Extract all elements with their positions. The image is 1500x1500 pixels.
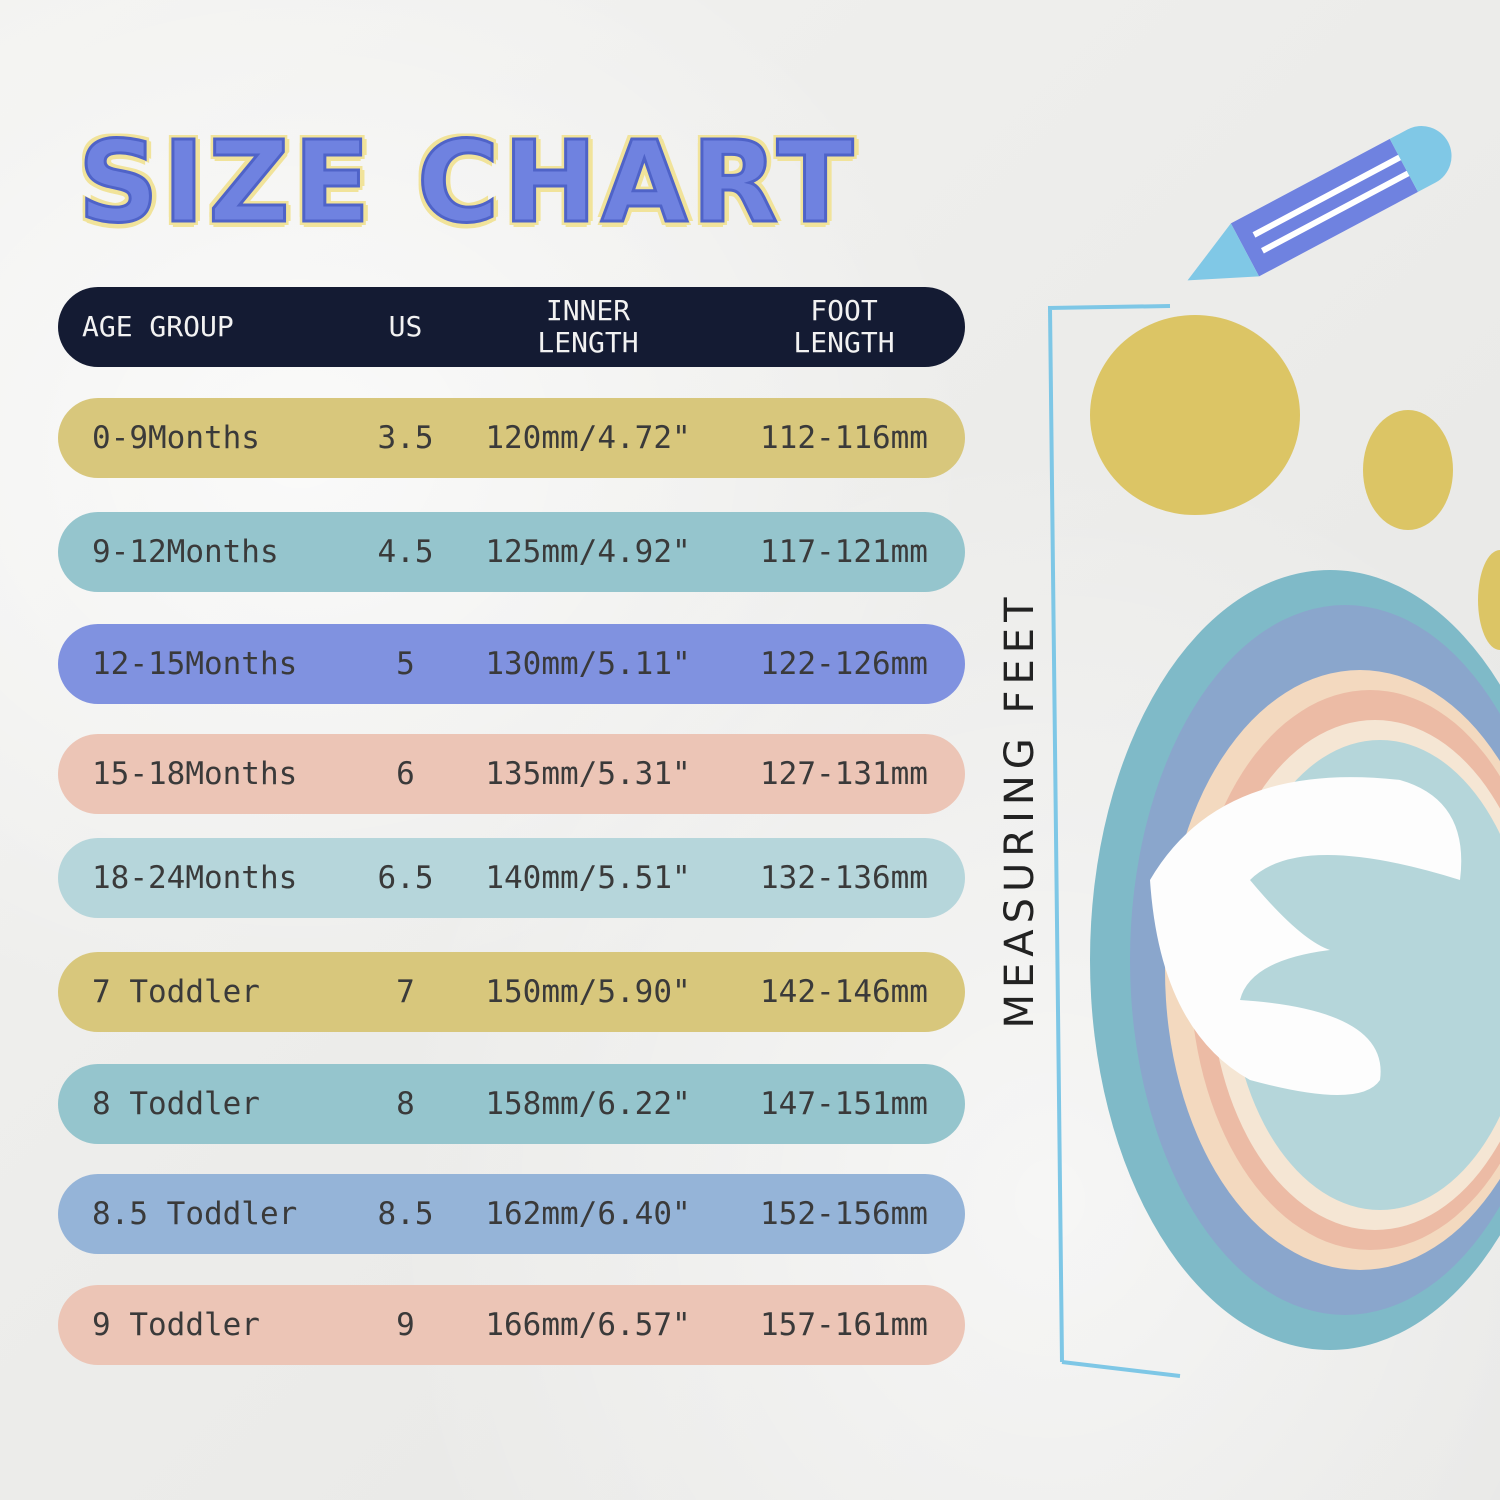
pencil-icon — [1187, 126, 1452, 281]
cell-inner-length: 125mm/4.92" — [485, 534, 691, 570]
header-us: US — [388, 310, 423, 343]
table-header: AGE GROUP US INNER LENGTH FOOT LENGTH — [58, 287, 965, 367]
cell-inner-length: 158mm/6.22" — [485, 1086, 691, 1122]
cell-age-group: 8.5 Toddler — [92, 1196, 298, 1232]
page-title: SIZE CHART — [76, 117, 858, 250]
cell-us: 9 — [396, 1307, 415, 1343]
cell-us: 6 — [396, 756, 415, 792]
cell-foot-length: 142-146mm — [760, 974, 928, 1010]
foot-sole-icon — [1090, 570, 1500, 1350]
cell-inner-length: 166mm/6.57" — [485, 1307, 691, 1343]
cell-foot-length: 152-156mm — [760, 1196, 928, 1232]
cell-us: 7 — [396, 974, 415, 1010]
cell-foot-length: 117-121mm — [760, 534, 928, 570]
cell-inner-length: 150mm/5.90" — [485, 974, 691, 1010]
cell-age-group: 9 Toddler — [92, 1307, 260, 1343]
table-row: 7 Toddler 7 150mm/5.90" 142-146mm — [58, 952, 965, 1032]
cell-age-group: 12-15Months — [92, 646, 298, 682]
cell-foot-length: 147-151mm — [760, 1086, 928, 1122]
cell-inner-length: 130mm/5.11" — [485, 646, 691, 682]
cell-age-group: 7 Toddler — [92, 974, 260, 1010]
cell-inner-length: 120mm/4.72" — [485, 420, 691, 456]
cell-age-group: 15-18Months — [92, 756, 298, 792]
cell-us: 5 — [396, 646, 415, 682]
table-row: 12-15Months 5 130mm/5.11" 122-126mm — [58, 624, 965, 704]
cell-foot-length: 122-126mm — [760, 646, 928, 682]
header-age-group: AGE GROUP — [82, 310, 234, 343]
measuring-feet-text: MEASURING FEET — [997, 591, 1043, 1029]
cell-age-group: 18-24Months — [92, 860, 298, 896]
cell-inner-length: 140mm/5.51" — [485, 860, 691, 896]
cell-inner-length: 162mm/6.40" — [485, 1196, 691, 1232]
measuring-feet-label: MEASURING FEET — [990, 575, 1050, 1045]
cell-us: 8 — [396, 1086, 415, 1122]
cell-foot-length: 132-136mm — [760, 860, 928, 896]
table-row: 9 Toddler 9 166mm/6.57" 157-161mm — [58, 1285, 965, 1365]
cell-foot-length: 157-161mm — [760, 1307, 928, 1343]
header-inner-length: INNER LENGTH — [537, 294, 639, 359]
cell-inner-length: 135mm/5.31" — [485, 756, 691, 792]
cell-us: 6.5 — [377, 860, 434, 896]
cell-age-group: 0-9Months — [92, 420, 260, 456]
table-row: 9-12Months 4.5 125mm/4.92" 117-121mm — [58, 512, 965, 592]
table-row: 0-9Months 3.5 120mm/4.72" 112-116mm — [58, 398, 965, 478]
cell-us: 3.5 — [377, 420, 434, 456]
cell-foot-length: 127-131mm — [760, 756, 928, 792]
ruler-line-icon — [1047, 304, 1181, 1378]
table-row: 18-24Months 6.5 140mm/5.51" 132-136mm — [58, 838, 965, 918]
cell-us: 8.5 — [377, 1196, 434, 1232]
table-row: 8 Toddler 8 158mm/6.22" 147-151mm — [58, 1064, 965, 1144]
cell-age-group: 9-12Months — [92, 534, 279, 570]
cell-age-group: 8 Toddler — [92, 1086, 260, 1122]
cell-foot-length: 112-116mm — [760, 420, 928, 456]
cell-us: 4.5 — [377, 534, 434, 570]
table-row: 8.5 Toddler 8.5 162mm/6.40" 152-156mm — [58, 1174, 965, 1254]
toe-icons — [1090, 315, 1500, 650]
table-row: 15-18Months 6 135mm/5.31" 127-131mm — [58, 734, 965, 814]
header-foot-length: FOOT LENGTH — [793, 294, 895, 359]
